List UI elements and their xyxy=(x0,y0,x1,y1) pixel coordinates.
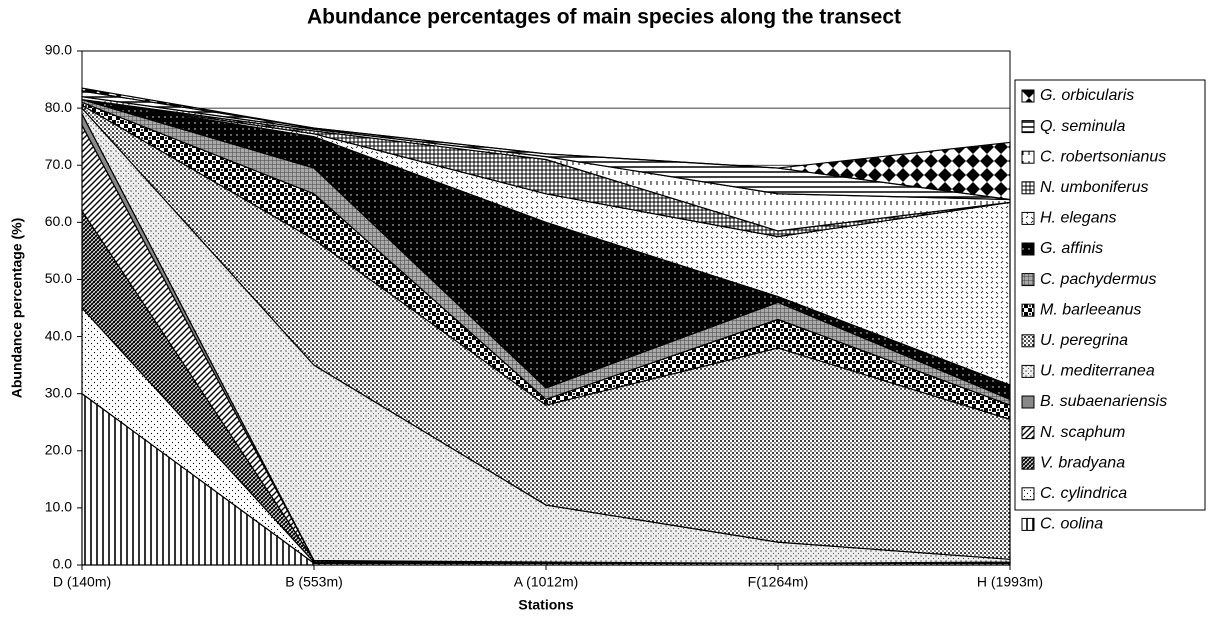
legend-swatch xyxy=(1021,211,1035,225)
chart-title: Abundance percentages of main species al… xyxy=(307,6,901,29)
legend-label: G. orbicularis xyxy=(1040,87,1134,104)
y-tick-label: 10.0 xyxy=(45,499,72,515)
legend-swatch xyxy=(1021,395,1035,409)
x-axis-label: Stations xyxy=(518,597,573,613)
legend-label: M. barleeanus xyxy=(1040,301,1141,318)
legend-swatch xyxy=(1021,426,1035,440)
legend-label: C. pachydermus xyxy=(1040,271,1157,288)
legend-swatch xyxy=(1021,120,1035,134)
y-tick-label: 0.0 xyxy=(53,556,73,572)
y-tick-label: 50.0 xyxy=(45,270,72,286)
legend-swatch xyxy=(1021,487,1035,501)
y-tick-label: 30.0 xyxy=(45,384,72,400)
legend-swatch xyxy=(1021,334,1035,348)
y-axis-label: Abundance percentage (%) xyxy=(9,218,25,398)
y-tick-label: 80.0 xyxy=(45,99,72,115)
legend-swatch xyxy=(1021,181,1035,195)
legend-label: U. peregrina xyxy=(1040,332,1128,349)
legend-swatch xyxy=(1021,303,1035,317)
x-tick-label: F(1264m) xyxy=(748,574,809,590)
legend-swatch xyxy=(1021,517,1035,531)
y-tick-label: 90.0 xyxy=(45,42,72,58)
legend-label: U. mediterranea xyxy=(1040,363,1155,380)
x-tick-label: B (553m) xyxy=(285,574,343,590)
legend-label: N. umboniferus xyxy=(1040,179,1149,196)
legend-label: B. subaenariensis xyxy=(1040,393,1167,410)
legend-swatch xyxy=(1021,456,1035,470)
legend-box xyxy=(1014,79,1206,511)
y-tick-label: 70.0 xyxy=(45,156,72,172)
legend-label: C. robertsonianus xyxy=(1040,148,1166,165)
x-tick-label: A (1012m) xyxy=(514,574,579,590)
legend-label: V. bradyana xyxy=(1040,454,1125,471)
x-tick-label: H (1993m) xyxy=(977,574,1043,590)
legend-swatch xyxy=(1021,242,1035,256)
y-tick-label: 60.0 xyxy=(45,213,72,229)
x-tick-label: D (140m) xyxy=(53,574,111,590)
legend-swatch xyxy=(1021,273,1035,287)
legend-label: C. cylindrica xyxy=(1040,485,1127,502)
legend-swatch xyxy=(1021,364,1035,378)
y-tick-label: 40.0 xyxy=(45,327,72,343)
legend-label: H. elegans xyxy=(1040,210,1117,227)
legend-swatch xyxy=(1021,89,1035,103)
legend-label: G. affinis xyxy=(1040,240,1103,257)
legend-swatch xyxy=(1021,150,1035,164)
legend-label: Q. seminula xyxy=(1040,118,1125,135)
legend-label: C. oolina xyxy=(1040,516,1103,533)
legend-label: N. scaphum xyxy=(1040,424,1125,441)
y-tick-label: 20.0 xyxy=(45,441,72,457)
